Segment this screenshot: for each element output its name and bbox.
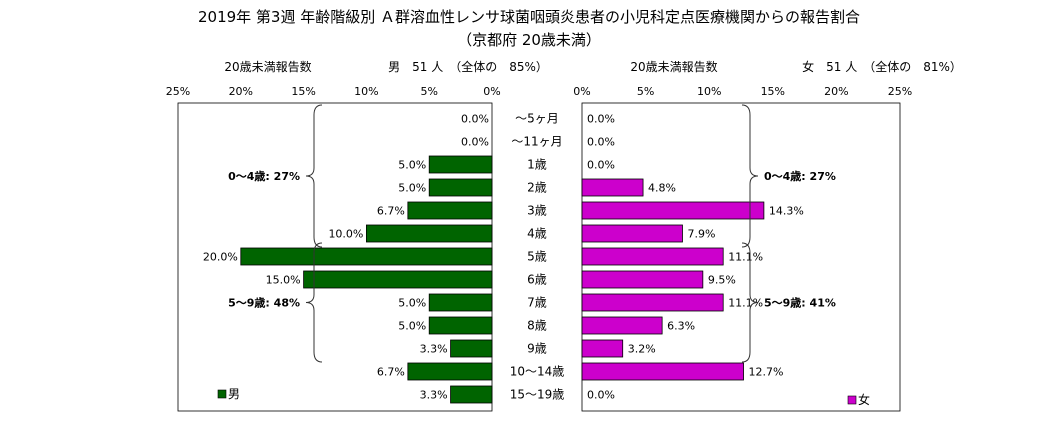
male-bar (407, 362, 493, 381)
category-label: 15～19歳 (510, 388, 565, 402)
female-value-label: 4.8% (648, 182, 676, 195)
male-bar (428, 316, 493, 335)
bars (240, 155, 765, 404)
male-value-label: 5.0% (398, 182, 426, 195)
female-axis-tick: 15% (761, 85, 785, 98)
female-axis-tick: 20% (824, 85, 848, 98)
female-value-label: 7.9% (687, 228, 715, 241)
category-label: 1歳 (527, 158, 547, 172)
male-value-label: 0.0% (461, 136, 489, 149)
female-bar (581, 339, 624, 358)
category-label: ～5ヶ月 (515, 112, 559, 126)
male-value-label: 6.7% (377, 366, 405, 379)
female-header-label: 20歳未満報告数 (630, 59, 717, 74)
female-group-bracket (741, 104, 759, 248)
male-header-stat: 男 51 人 （全体の 85%） (388, 59, 548, 74)
female-legend-swatch (847, 395, 857, 405)
male-group-label: 5～9歳: 48% (228, 296, 300, 310)
male-header-label: 20歳未満報告数 (224, 59, 311, 74)
male-bar (303, 270, 493, 289)
male-value-label: 3.3% (420, 389, 448, 402)
chart-title: 2019年 第3週 年齢階級別 Ａ群溶血性レンサ球菌咽頭炎患者の小児科定点医療機… (198, 8, 860, 26)
female-value-label: 0.0% (587, 389, 615, 402)
category-labels: ～5ヶ月 ～11ヶ月 1歳 2歳 3歳 4歳 5歳 6歳 7歳 8歳 9歳 10～14歳 15～19歳 (510, 112, 565, 402)
male-value-label: 10.0% (328, 228, 363, 241)
male-group-bracket (305, 242, 323, 363)
female-value-label: 11.1% (728, 297, 763, 310)
category-label: 2歳 (527, 181, 547, 195)
male-bar (450, 385, 493, 404)
category-label: 5歳 (527, 250, 547, 264)
female-group-bracket (741, 242, 759, 363)
female-bar (581, 270, 704, 289)
category-label: 6歳 (527, 273, 547, 287)
female-axis-tick: 10% (697, 85, 721, 98)
female-group-label: 0～4歳: 27% (764, 169, 836, 183)
female-bar (581, 178, 644, 197)
category-label: 9歳 (527, 342, 547, 356)
male-legend-swatch (217, 389, 227, 399)
male-bar (428, 178, 493, 197)
male-bar (428, 293, 493, 312)
male-axis-tick: 10% (354, 85, 378, 98)
female-value-label: 0.0% (587, 159, 615, 172)
female-bar (581, 247, 724, 266)
female-value-label: 0.0% (587, 136, 615, 149)
male-axis-tick: 5% (420, 85, 437, 98)
female-bar (581, 201, 765, 220)
female-value-label: 9.5% (708, 274, 736, 287)
female-axis-tick: 25% (888, 85, 912, 98)
male-bar (428, 155, 493, 174)
male-value-label: 5.0% (398, 159, 426, 172)
axis-ticks: 0% 5% 10% 15% 20% 25% 0% 5% 10% 15% 20% 25% (166, 85, 912, 98)
female-bar (581, 224, 683, 243)
female-header-stat: 女 51 人 （全体の 81%） (802, 59, 962, 74)
chart-subtitle: （京都府 20歳未満） (457, 31, 601, 49)
category-label: ～11ヶ月 (511, 135, 562, 149)
male-bar (407, 201, 493, 220)
category-label: 10～14歳 (510, 365, 565, 379)
female-bar (581, 362, 744, 381)
male-value-label: 6.7% (377, 205, 405, 218)
male-bar (450, 339, 493, 358)
female-axis-tick: 0% (573, 85, 590, 98)
female-value-label: 12.7% (749, 366, 784, 379)
female-value-label: 6.3% (667, 320, 695, 333)
male-axis-tick: 20% (229, 85, 253, 98)
category-label: 4歳 (527, 227, 547, 241)
female-bar (581, 316, 663, 335)
female-legend-label: 女 (858, 392, 870, 407)
male-value-label: 5.0% (398, 320, 426, 333)
age-group-brackets: 0～4歳: 27% 5～9歳: 48% 0～4歳: 27% 5～9歳: 41% (228, 104, 836, 363)
category-label: 8歳 (527, 319, 547, 333)
male-value-label: 0.0% (461, 113, 489, 126)
female-value-label: 0.0% (587, 113, 615, 126)
male-group-label: 0～4歳: 27% (228, 169, 300, 183)
male-bar (365, 224, 493, 243)
category-label: 7歳 (527, 296, 547, 310)
female-axis-tick: 5% (637, 85, 654, 98)
male-value-label: 15.0% (266, 274, 301, 287)
male-legend-label: 男 (228, 387, 240, 401)
male-bar (240, 247, 493, 266)
male-value-label: 5.0% (398, 297, 426, 310)
female-value-label: 11.1% (728, 251, 763, 264)
male-axis-tick: 15% (291, 85, 315, 98)
male-axis-tick: 0% (483, 85, 500, 98)
female-group-label: 5～9歳: 41% (764, 296, 836, 310)
value-labels: 0.0% 0.0% 0.0% 0.0% 5.0% 0.0% 5.0% 4.8% 6.7% 14.3… (203, 113, 804, 402)
male-axis-tick: 25% (166, 85, 190, 98)
female-value-label: 3.2% (628, 343, 656, 356)
male-value-label: 3.3% (420, 343, 448, 356)
female-bar (581, 293, 724, 312)
female-value-label: 14.3% (769, 205, 804, 218)
category-label: 3歳 (527, 204, 547, 218)
male-group-bracket (305, 104, 323, 248)
male-value-label: 20.0% (203, 251, 238, 264)
